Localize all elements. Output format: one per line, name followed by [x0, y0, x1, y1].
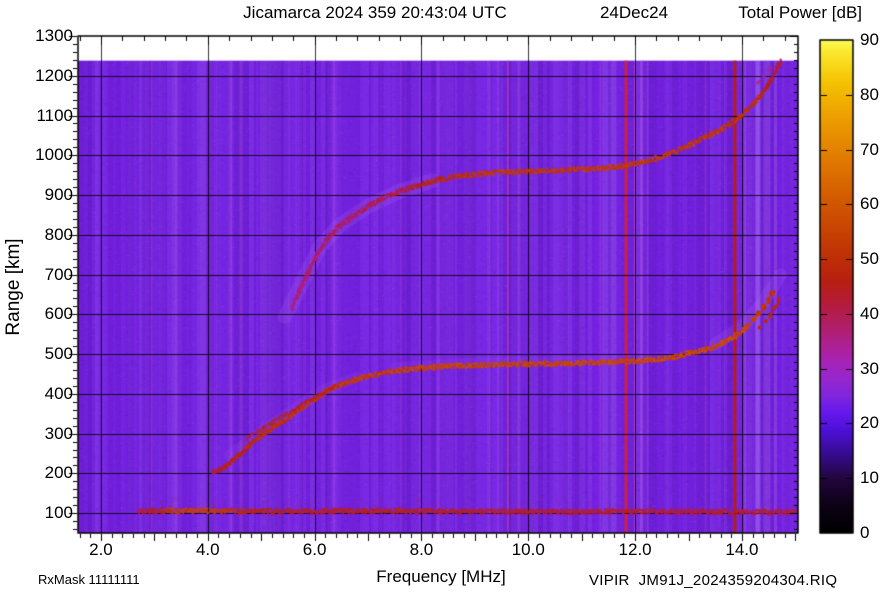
colorbar-tick-label: 60 — [860, 194, 879, 214]
colorbar-tick-label: 90 — [860, 30, 879, 49]
rx-mask-text: RxMask 11111111 — [38, 572, 140, 587]
y-tick-label: 1200 — [35, 65, 73, 85]
y-tick-label: 1300 — [35, 26, 73, 45]
colorbar-tick-label: 30 — [860, 358, 879, 378]
y-tick-label: 900 — [44, 185, 73, 205]
y-axis-label: Range [km] — [3, 238, 24, 336]
y-tick-label: 400 — [44, 383, 73, 403]
y-tick-label: 100 — [44, 503, 73, 523]
y-tick-label: 800 — [44, 224, 73, 244]
x-tick-label: 4.0 — [195, 540, 220, 559]
plot-title-date: 24Dec24 — [599, 3, 669, 22]
colorbar-tick-label: 50 — [860, 249, 879, 269]
x-tick-label: 6.0 — [302, 540, 327, 559]
colorbar-tick-label: 20 — [860, 413, 879, 433]
y-tick-label: 300 — [44, 423, 73, 443]
y-tick-label: 500 — [44, 344, 73, 364]
y-tick-label: 200 — [44, 463, 73, 483]
x-tick-label: 8.0 — [409, 540, 434, 559]
colorbar-tick-label: 70 — [860, 139, 879, 159]
colorbar-tick-label: 40 — [860, 303, 879, 323]
x-tick-label: 12.0 — [618, 540, 652, 559]
y-tick-label: 700 — [44, 264, 73, 284]
colorbar-title: Total Power [dB] — [738, 3, 862, 22]
x-axis-label: Frequency [MHz] — [376, 567, 506, 586]
file-id-text: VIPIR JM91J_2024359204304.RIQ — [589, 572, 838, 589]
colorbar-tick-label: 80 — [860, 84, 879, 104]
colorbar-tick-label: 10 — [860, 468, 879, 488]
y-tick-label: 600 — [44, 304, 73, 324]
x-tick-label: 2.0 — [89, 540, 113, 559]
colorbar-tick-label: 0 — [860, 523, 870, 542]
y-tick-label: 1100 — [36, 105, 73, 125]
y-tick-label: 1000 — [35, 145, 73, 165]
plot-title: Jicamarca 2024 359 20:43:04 UTC — [243, 3, 507, 22]
x-tick-label: 10.0 — [511, 540, 545, 559]
x-tick-label: 14.0 — [725, 540, 759, 559]
